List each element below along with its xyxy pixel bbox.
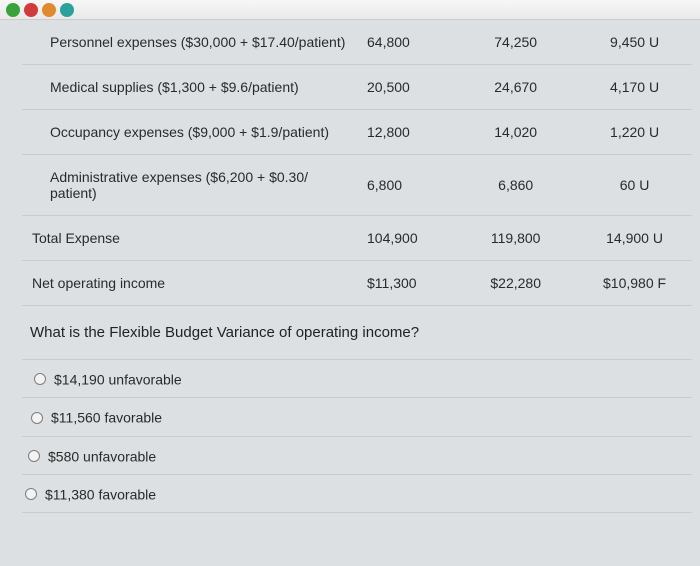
col-actual: 119,800 <box>454 216 573 261</box>
col-budget: 6,800 <box>357 155 454 216</box>
answer-option[interactable]: $11,560 favorable <box>22 398 692 436</box>
nav-orange-icon[interactable] <box>42 3 56 17</box>
col-actual: 6,860 <box>454 155 573 216</box>
page-content: Personnel expenses ($30,000 + $17.40/pat… <box>0 20 700 513</box>
budget-table: Personnel expenses ($30,000 + $17.40/pat… <box>22 20 692 513</box>
answer-option[interactable]: $11,380 favorable <box>22 474 692 512</box>
table-row: Net operating income$11,300$22,280$10,98… <box>22 261 692 306</box>
expense-label: Medical supplies ($1,300 + $9.6/patient) <box>22 65 357 110</box>
radio-icon[interactable] <box>28 450 40 462</box>
col-variance: 14,900 U <box>573 216 692 261</box>
expense-label: Net operating income <box>22 261 357 306</box>
radio-icon[interactable] <box>25 488 37 500</box>
nav-teal-icon[interactable] <box>60 3 74 17</box>
nav-red-icon[interactable] <box>24 3 38 17</box>
col-actual: 74,250 <box>454 20 573 65</box>
browser-toolbar <box>0 0 700 20</box>
col-actual: 14,020 <box>454 110 573 155</box>
option-label: $580 unfavorable <box>48 448 156 464</box>
expense-label: Total Expense <box>22 216 357 261</box>
col-variance: 4,170 U <box>573 65 692 110</box>
col-budget: $11,300 <box>357 261 454 306</box>
col-variance: 60 U <box>573 155 692 216</box>
table-row: Personnel expenses ($30,000 + $17.40/pat… <box>22 20 692 65</box>
col-actual: $22,280 <box>454 261 573 306</box>
table-row: Medical supplies ($1,300 + $9.6/patient)… <box>22 65 692 110</box>
radio-icon[interactable] <box>34 373 46 385</box>
col-actual: 24,670 <box>454 65 573 110</box>
answer-option[interactable]: $14,190 unfavorable <box>22 360 692 398</box>
question-text: What is the Flexible Budget Variance of … <box>22 306 692 360</box>
expense-label: Occupancy expenses ($9,000 + $1.9/patien… <box>22 110 357 155</box>
col-budget: 104,900 <box>357 216 454 261</box>
expense-label: Personnel expenses ($30,000 + $17.40/pat… <box>22 20 357 65</box>
col-variance: $10,980 F <box>573 261 692 306</box>
radio-icon[interactable] <box>31 412 43 424</box>
question-row: What is the Flexible Budget Variance of … <box>22 306 692 360</box>
col-budget: 12,800 <box>357 110 454 155</box>
option-label: $11,380 favorable <box>45 486 156 502</box>
col-budget: 20,500 <box>357 65 454 110</box>
table-row: Occupancy expenses ($9,000 + $1.9/patien… <box>22 110 692 155</box>
answer-option[interactable]: $580 unfavorable <box>22 436 692 474</box>
table-row: Total Expense104,900119,80014,900 U <box>22 216 692 261</box>
option-label: $14,190 unfavorable <box>54 371 182 387</box>
option-label: $11,560 favorable <box>51 410 162 426</box>
col-variance: 9,450 U <box>573 20 692 65</box>
col-budget: 64,800 <box>357 20 454 65</box>
expense-label: Administrative expenses ($6,200 + $0.30/… <box>22 155 357 216</box>
col-variance: 1,220 U <box>573 110 692 155</box>
nav-green-icon[interactable] <box>6 3 20 17</box>
table-row: Administrative expenses ($6,200 + $0.30/… <box>22 155 692 216</box>
